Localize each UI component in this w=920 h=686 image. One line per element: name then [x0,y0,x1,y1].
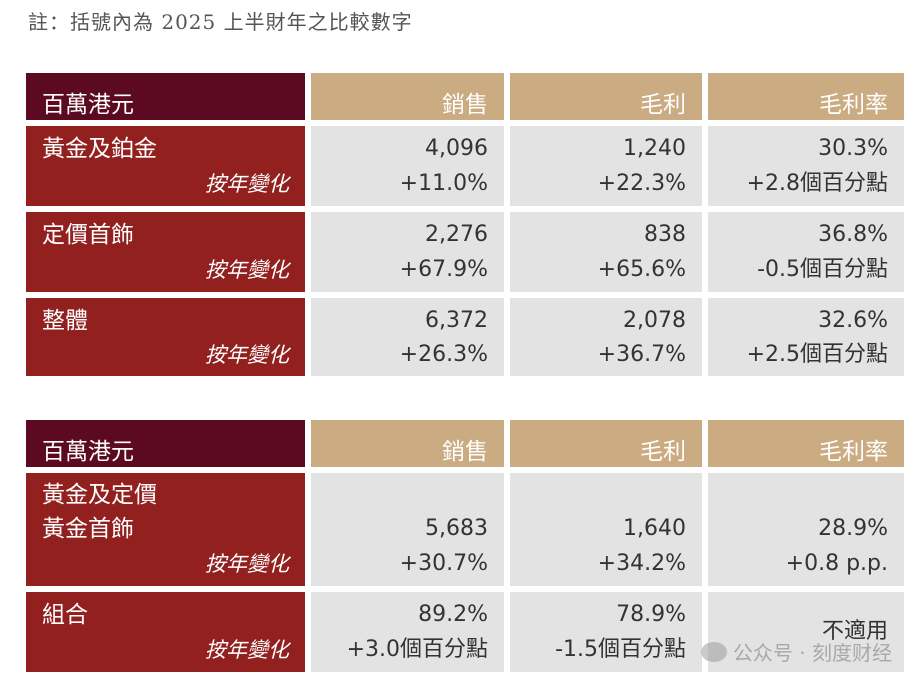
margin-cell: 不適用 [708,592,904,672]
gross-profit-cell: 2,078 +36.7% [510,298,702,376]
table-row: 整體 按年變化 6,372 +26.3% 2,078 +36.7% 32.6% … [26,298,904,376]
header-gross-profit: 毛利 [510,73,702,120]
sales-cell: 2,276 +67.9% [311,212,504,292]
table-row: 定價首飾 按年變化 2,276 +67.9% 838 +65.6% 36.8% … [26,212,904,292]
header-gross-profit: 毛利 [510,420,702,467]
row-label: 組合 按年變化 [26,592,305,672]
table-header-row: 百萬港元 銷售 毛利 毛利率 [26,420,904,467]
sales-cell: 89.2% +3.0個百分點 [311,592,504,672]
header-margin: 毛利率 [708,73,904,120]
table-row: 黃金及定價 黃金首飾 按年變化 5,683 +30.7% 1,640 +34.2… [26,473,904,586]
row-label: 定價首飾 按年變化 [26,212,305,292]
margin-cell: 32.6% +2.5個百分點 [708,298,904,376]
header-unit: 百萬港元 [26,73,305,120]
watermark-text: 公众号 · 刻度财经 [732,641,892,665]
row-label: 整體 按年變化 [26,298,305,376]
margin-cell: 28.9% +0.8 p.p. [708,473,904,586]
wechat-icon [700,641,727,662]
table-row: 組合 按年變化 89.2% +3.0個百分點 78.9% -1.5個百分點 不適… [26,592,904,672]
gross-profit-cell: 838 +65.6% [510,212,702,292]
gross-profit-cell: 1,240 +22.3% [510,126,702,206]
footnote: 註：括號內為 2025 上半財年之比較數字 [28,10,413,34]
row-label: 黃金及鉑金 按年變化 [26,126,305,206]
margin-cell: 30.3% +2.8個百分點 [708,126,904,206]
header-unit: 百萬港元 [26,420,305,467]
header-sales: 銷售 [311,73,504,120]
sales-cell: 5,683 +30.7% [311,473,504,586]
row-label: 黃金及定價 黃金首飾 按年變化 [26,473,305,586]
gross-profit-cell: 1,640 +34.2% [510,473,702,586]
margin-cell: 36.8% -0.5個百分點 [708,212,904,292]
sales-cell: 6,372 +26.3% [311,298,504,376]
table-header-row: 百萬港元 銷售 毛利 毛利率 [26,73,904,120]
gross-profit-cell: 78.9% -1.5個百分點 [510,592,702,672]
table-row: 黃金及鉑金 按年變化 4,096 +11.0% 1,240 +22.3% 30.… [26,126,904,206]
watermark: 公众号 · 刻度财经 [700,637,892,666]
header-margin: 毛利率 [708,420,904,467]
header-sales: 銷售 [311,420,504,467]
sales-cell: 4,096 +11.0% [311,126,504,206]
